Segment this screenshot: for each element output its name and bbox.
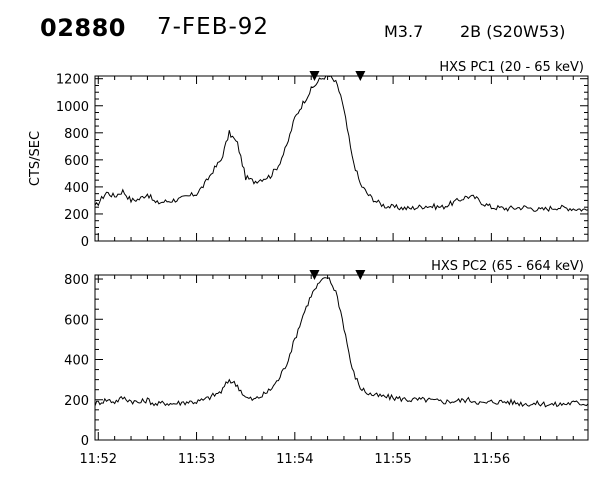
flare-class-location: 2B (S20W53) <box>460 22 566 41</box>
y-tick-label: 400 <box>64 354 89 369</box>
y-tick-label: 800 <box>64 127 89 142</box>
x-tick-label: 11:56 <box>473 452 510 467</box>
y-tick-label: 1000 <box>56 100 89 115</box>
panel-title: HXS PC2 (65 - 664 keV) <box>431 259 584 274</box>
x-tick-label: 11:54 <box>276 452 313 467</box>
y-tick-label: 0 <box>81 235 89 250</box>
plot-frame-2 <box>94 274 589 441</box>
y-tick-label: 800 <box>64 273 89 288</box>
goes-class: M3.7 <box>384 22 424 41</box>
x-tick-label: 11:53 <box>178 452 215 467</box>
y-tick-label: 200 <box>64 394 89 409</box>
y-tick-label: 0 <box>81 434 89 449</box>
y-tick-label: 600 <box>64 154 89 169</box>
time-marker <box>309 71 320 81</box>
y-axis-label: CTS/SEC <box>28 131 43 186</box>
y-tick-label: 400 <box>64 181 89 196</box>
event-date: 7-FEB-92 <box>157 14 270 40</box>
x-tick-label: 11:52 <box>80 452 117 467</box>
series-line-1 <box>94 75 589 213</box>
x-tick-label: 11:55 <box>374 452 411 467</box>
y-tick-label: 200 <box>64 208 89 223</box>
time-marker <box>355 270 366 280</box>
series-line-2 <box>94 277 589 408</box>
event-id: 02880 <box>40 14 126 42</box>
time-marker <box>355 71 366 81</box>
time-marker <box>309 270 320 280</box>
plot-frame-1 <box>94 75 589 242</box>
y-tick-label: 600 <box>64 313 89 328</box>
panel-title: HXS PC1 (20 - 65 keV) <box>439 60 584 75</box>
y-tick-label: 1200 <box>56 73 89 88</box>
